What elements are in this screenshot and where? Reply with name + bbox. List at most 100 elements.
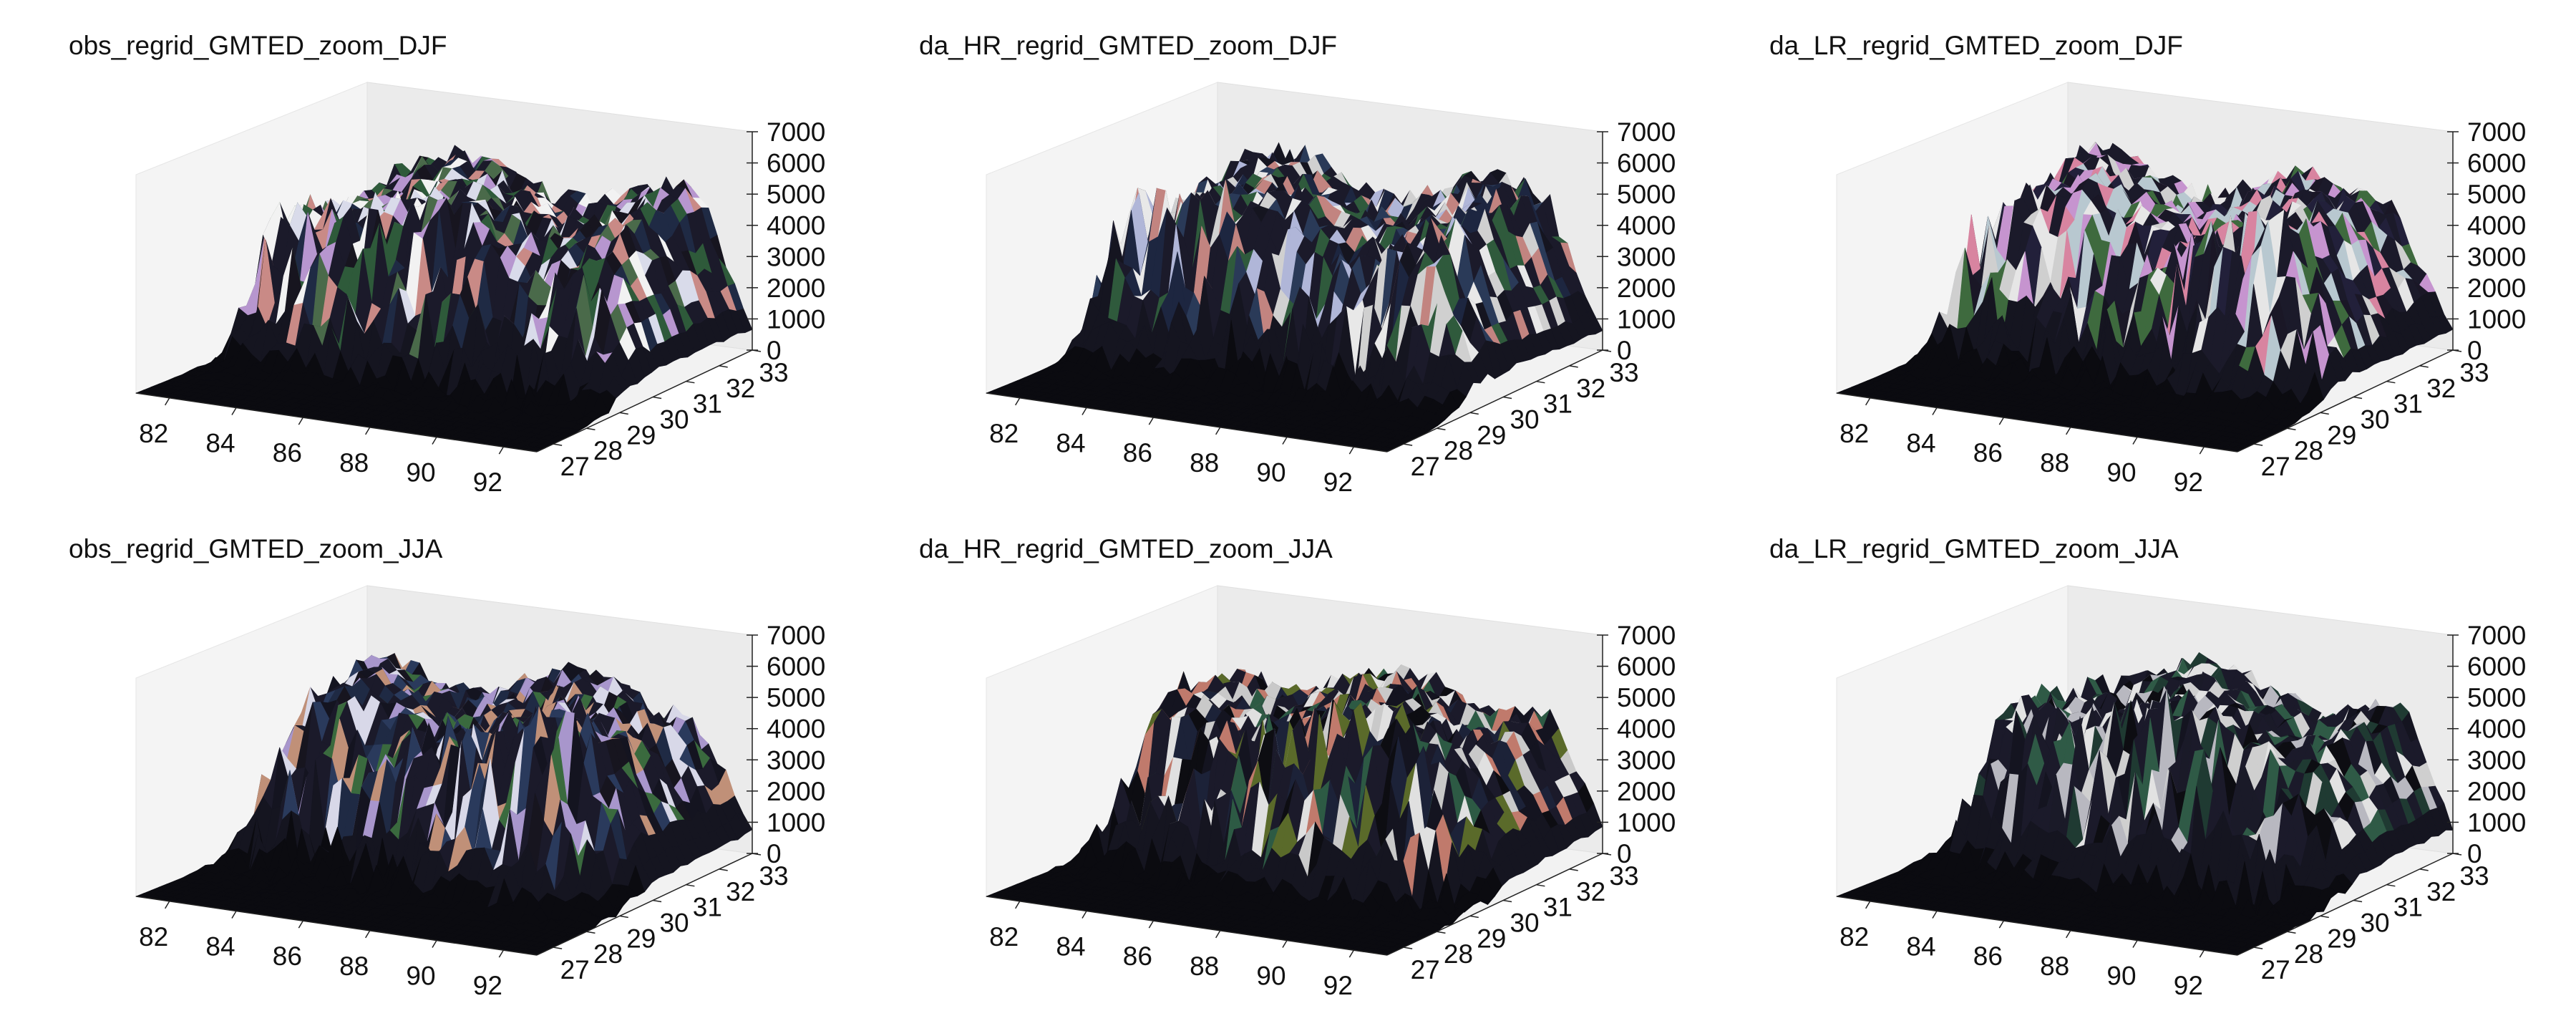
x-tick: [298, 417, 303, 425]
surface-mesh: [135, 145, 753, 452]
x-tick: [1998, 417, 2004, 425]
y-tick: [1437, 427, 1446, 430]
x-tick: [2199, 446, 2205, 455]
x-tick: [1282, 437, 1288, 445]
z-tick-label: 2000: [1617, 274, 1676, 303]
y-tick-label: 28: [1444, 436, 1473, 465]
z-tick-label: 2000: [2467, 274, 2526, 303]
x-tick-label: 86: [273, 438, 302, 468]
y-tick: [2320, 412, 2329, 415]
z-tick-label: 5000: [2467, 180, 2526, 209]
y-tick: [1469, 412, 1479, 415]
y-tick-label: 29: [1477, 420, 1506, 450]
y-tick-label: 29: [2327, 420, 2356, 450]
y-tick: [719, 365, 728, 368]
z-tick-label: 7000: [1617, 117, 1676, 147]
y-tick: [619, 412, 628, 415]
z-tick-label: 5000: [767, 180, 825, 209]
x-tick: [1148, 417, 1154, 425]
surface-mesh: [985, 142, 1603, 452]
x-tick-label: 88: [2040, 448, 2069, 478]
surface-panel-4: 82 84 86 88 90 922728293031323301000200030004…: [69, 534, 825, 1000]
z-tick-label: 0: [767, 336, 782, 365]
y-tick: [2386, 380, 2396, 384]
x-tick: [432, 437, 437, 445]
z-tick-label: 6000: [2467, 149, 2526, 178]
x-tick-label: 92: [1323, 468, 1353, 497]
z-tick-label: 3000: [1617, 242, 1676, 271]
z-tick-label: 1000: [2467, 304, 2526, 334]
y-tick-label: 30: [2360, 405, 2389, 435]
y-tick-label: 32: [1576, 374, 1605, 403]
x-tick-label: 84: [1056, 429, 1085, 458]
x-axis: 82 84 86 88 90 92: [135, 392, 538, 497]
y-tick: [1502, 396, 1512, 400]
x-tick: [1348, 446, 1354, 455]
z-tick-label: 6000: [767, 149, 825, 178]
panel-title: obs_regrid_GMTED_zoom_DJF: [69, 31, 447, 60]
y-tick-label: 27: [560, 452, 590, 481]
y-tick: [686, 380, 695, 384]
z-tick-label: 4000: [1617, 211, 1676, 241]
z-tick-label: 1000: [1617, 304, 1676, 334]
z-tick-label: 2000: [767, 274, 825, 303]
z-tick-label: 0: [1617, 336, 1632, 365]
x-tick: [1865, 397, 1871, 406]
x-tick: [165, 397, 170, 406]
z-tick-label: 3000: [767, 242, 825, 271]
panel-title: da_HR_regrid_GMTED_zoom_DJF: [919, 31, 1337, 60]
y-tick-label: 32: [726, 374, 755, 403]
x-tick-label: 82: [139, 419, 168, 448]
y-tick: [1404, 443, 1413, 446]
surface-panel-1: 82 84 86 88 90 922728293031323301000200030004…: [69, 31, 825, 497]
z-tick-label: 5000: [1617, 180, 1676, 209]
x-tick: [498, 446, 504, 455]
x-tick: [231, 407, 237, 415]
y-tick: [2419, 365, 2429, 368]
x-tick-label: 84: [205, 429, 235, 458]
z-tick-label: 7000: [767, 117, 825, 147]
y-tick-label: 30: [659, 405, 689, 435]
x-tick-label: 90: [1256, 458, 1285, 488]
y-tick-label: 27: [1411, 452, 1440, 481]
x-tick-label: 86: [1973, 438, 2003, 468]
x-tick-label: 86: [1123, 438, 1152, 468]
x-tick-label: 88: [1190, 448, 1219, 478]
z-tick-label: 4000: [2467, 211, 2526, 241]
x-tick-label: 90: [2106, 458, 2136, 488]
y-tick-label: 29: [626, 420, 656, 450]
y-axis-line: [536, 349, 753, 452]
y-tick-label: 33: [759, 358, 788, 387]
y-tick-label: 27: [2261, 452, 2290, 481]
z-tick-label: 0: [2467, 336, 2482, 365]
x-tick-label: 84: [1906, 429, 1935, 458]
x-tick: [1082, 407, 1087, 415]
y-tick-label: 31: [1543, 389, 1573, 419]
x-tick-label: 82: [989, 419, 1019, 448]
y-tick-label: 28: [2294, 436, 2323, 465]
x-tick-label: 90: [406, 458, 435, 488]
x-axis-line: [135, 392, 538, 452]
y-tick-label: 32: [2426, 374, 2456, 403]
x-tick: [1215, 427, 1221, 435]
y-tick: [1569, 365, 1578, 368]
y-tick: [586, 427, 596, 430]
x-tick: [2066, 427, 2071, 435]
y-tick-label: 31: [2393, 389, 2423, 419]
panel-title: da_LR_regrid_GMTED_zoom_DJF: [1769, 31, 2183, 60]
surface-panel-2: 82 84 86 88 90 922728293031323301000200030004…: [919, 31, 1676, 497]
y-tick-label: 28: [593, 436, 623, 465]
x-tick-label: 92: [473, 468, 502, 497]
y-tick: [2287, 427, 2296, 430]
z-tick-label: 7000: [2467, 117, 2526, 147]
x-tick: [2132, 437, 2138, 445]
x-tick: [1932, 407, 1938, 415]
x-tick-label: 88: [339, 448, 369, 478]
z-tick-label: 6000: [1617, 149, 1676, 178]
x-tick: [365, 427, 371, 435]
y-tick: [652, 396, 662, 400]
